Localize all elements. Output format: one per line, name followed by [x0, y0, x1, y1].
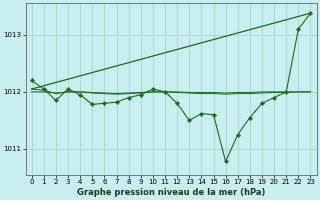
X-axis label: Graphe pression niveau de la mer (hPa): Graphe pression niveau de la mer (hPa) [77, 188, 265, 197]
